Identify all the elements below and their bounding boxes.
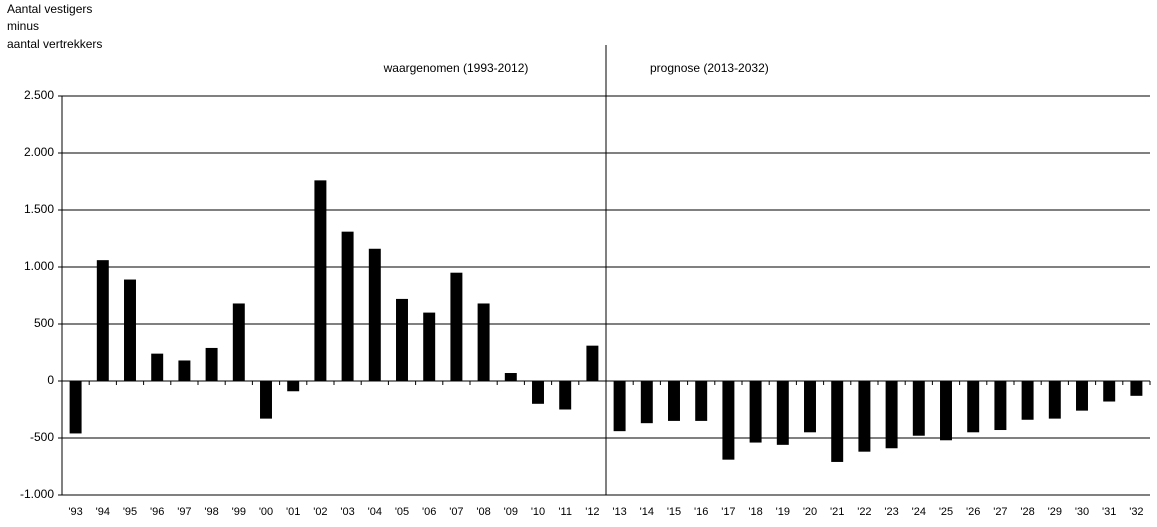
x-tick-label: '14 — [640, 506, 654, 518]
x-tick-label: '94 — [96, 506, 110, 518]
annotation: waargenomen (1993-2012) — [383, 61, 529, 75]
x-tick-label: '09 — [504, 506, 518, 518]
annotation: prognose (2013-2032) — [650, 61, 769, 75]
bar — [749, 381, 762, 443]
y-tick-label: 1.500 — [24, 202, 54, 216]
bar — [695, 381, 708, 421]
y-tick-label: 2.000 — [24, 145, 54, 159]
x-tick-label: '02 — [313, 506, 327, 518]
bar — [423, 312, 436, 381]
x-tick-label: '00 — [259, 506, 273, 518]
bar — [287, 381, 300, 392]
x-tick-label: '30 — [1075, 506, 1089, 518]
bar — [640, 381, 653, 424]
y-axis-title: minus — [7, 19, 39, 33]
x-tick-label: '07 — [449, 506, 463, 518]
x-tick-label: '21 — [830, 506, 844, 518]
x-tick-label: '22 — [857, 506, 871, 518]
x-tick-label: '08 — [476, 506, 490, 518]
x-tick-label: '05 — [395, 506, 409, 518]
bar — [1076, 381, 1088, 411]
bar — [804, 381, 816, 433]
x-tick-label: '27 — [993, 506, 1007, 518]
bar — [1103, 381, 1116, 402]
x-tick-label: '15 — [667, 506, 681, 518]
bar — [668, 381, 680, 421]
x-tick-label: '28 — [1020, 506, 1034, 518]
x-tick-label: '19 — [776, 506, 790, 518]
bar — [124, 279, 136, 381]
bar — [994, 381, 1007, 431]
x-tick-label: '13 — [612, 506, 626, 518]
x-tick-label: '24 — [912, 506, 926, 518]
x-tick-label: '31 — [1102, 506, 1116, 518]
bar — [776, 381, 789, 445]
y-tick-label: 500 — [34, 316, 54, 330]
bar — [151, 353, 164, 381]
x-tick-label: '17 — [721, 506, 735, 518]
bar — [205, 347, 218, 381]
bar — [613, 381, 626, 432]
x-tick-label: '99 — [232, 506, 246, 518]
bar — [885, 381, 898, 449]
x-tick-label: '93 — [68, 506, 82, 518]
x-tick-label: '11 — [558, 506, 572, 518]
bar — [722, 381, 735, 460]
bar — [1048, 381, 1061, 419]
bar — [940, 381, 952, 441]
bar — [1021, 381, 1034, 420]
y-tick-label: -500 — [30, 430, 54, 444]
bar — [559, 381, 572, 410]
y-tick-label: 1.000 — [24, 259, 54, 273]
bar — [341, 231, 354, 381]
y-axis-title: Aantal vestigers — [7, 2, 92, 16]
x-tick-label: '16 — [694, 506, 708, 518]
bar — [96, 260, 109, 381]
bar — [232, 303, 245, 381]
x-tick-label: '23 — [884, 506, 898, 518]
bar — [69, 381, 82, 434]
bar — [450, 272, 463, 381]
x-tick-label: '29 — [1048, 506, 1062, 518]
x-tick-label: '03 — [340, 506, 354, 518]
x-tick-label: '25 — [939, 506, 953, 518]
x-tick-label: '95 — [123, 506, 137, 518]
bar — [831, 381, 844, 462]
x-tick-label: '26 — [966, 506, 980, 518]
bar — [586, 345, 599, 381]
bar — [912, 381, 925, 436]
bar — [858, 381, 871, 452]
bar — [967, 381, 980, 433]
bar — [178, 360, 191, 381]
x-tick-label: '18 — [748, 506, 762, 518]
x-tick-label: '12 — [585, 506, 599, 518]
bar — [504, 373, 517, 381]
x-tick-label: '06 — [422, 506, 436, 518]
bar — [396, 298, 408, 381]
bar — [260, 381, 272, 419]
x-tick-label: '98 — [204, 506, 218, 518]
y-tick-label: -1.000 — [20, 487, 54, 501]
x-tick-label: '96 — [150, 506, 164, 518]
x-tick-label: '97 — [177, 506, 191, 518]
bar — [314, 180, 327, 381]
bar — [1130, 381, 1143, 396]
bar — [532, 381, 544, 404]
x-tick-label: '20 — [803, 506, 817, 518]
x-tick-label: '10 — [531, 506, 545, 518]
bar — [477, 303, 490, 381]
y-tick-label: 2.500 — [24, 88, 54, 102]
y-tick-label: 0 — [47, 373, 54, 387]
x-tick-label: '32 — [1129, 506, 1143, 518]
bar — [368, 248, 381, 381]
x-tick-label: '01 — [286, 506, 300, 518]
x-tick-label: '04 — [368, 506, 382, 518]
y-axis-title: aantal vertrekkers — [7, 37, 102, 51]
